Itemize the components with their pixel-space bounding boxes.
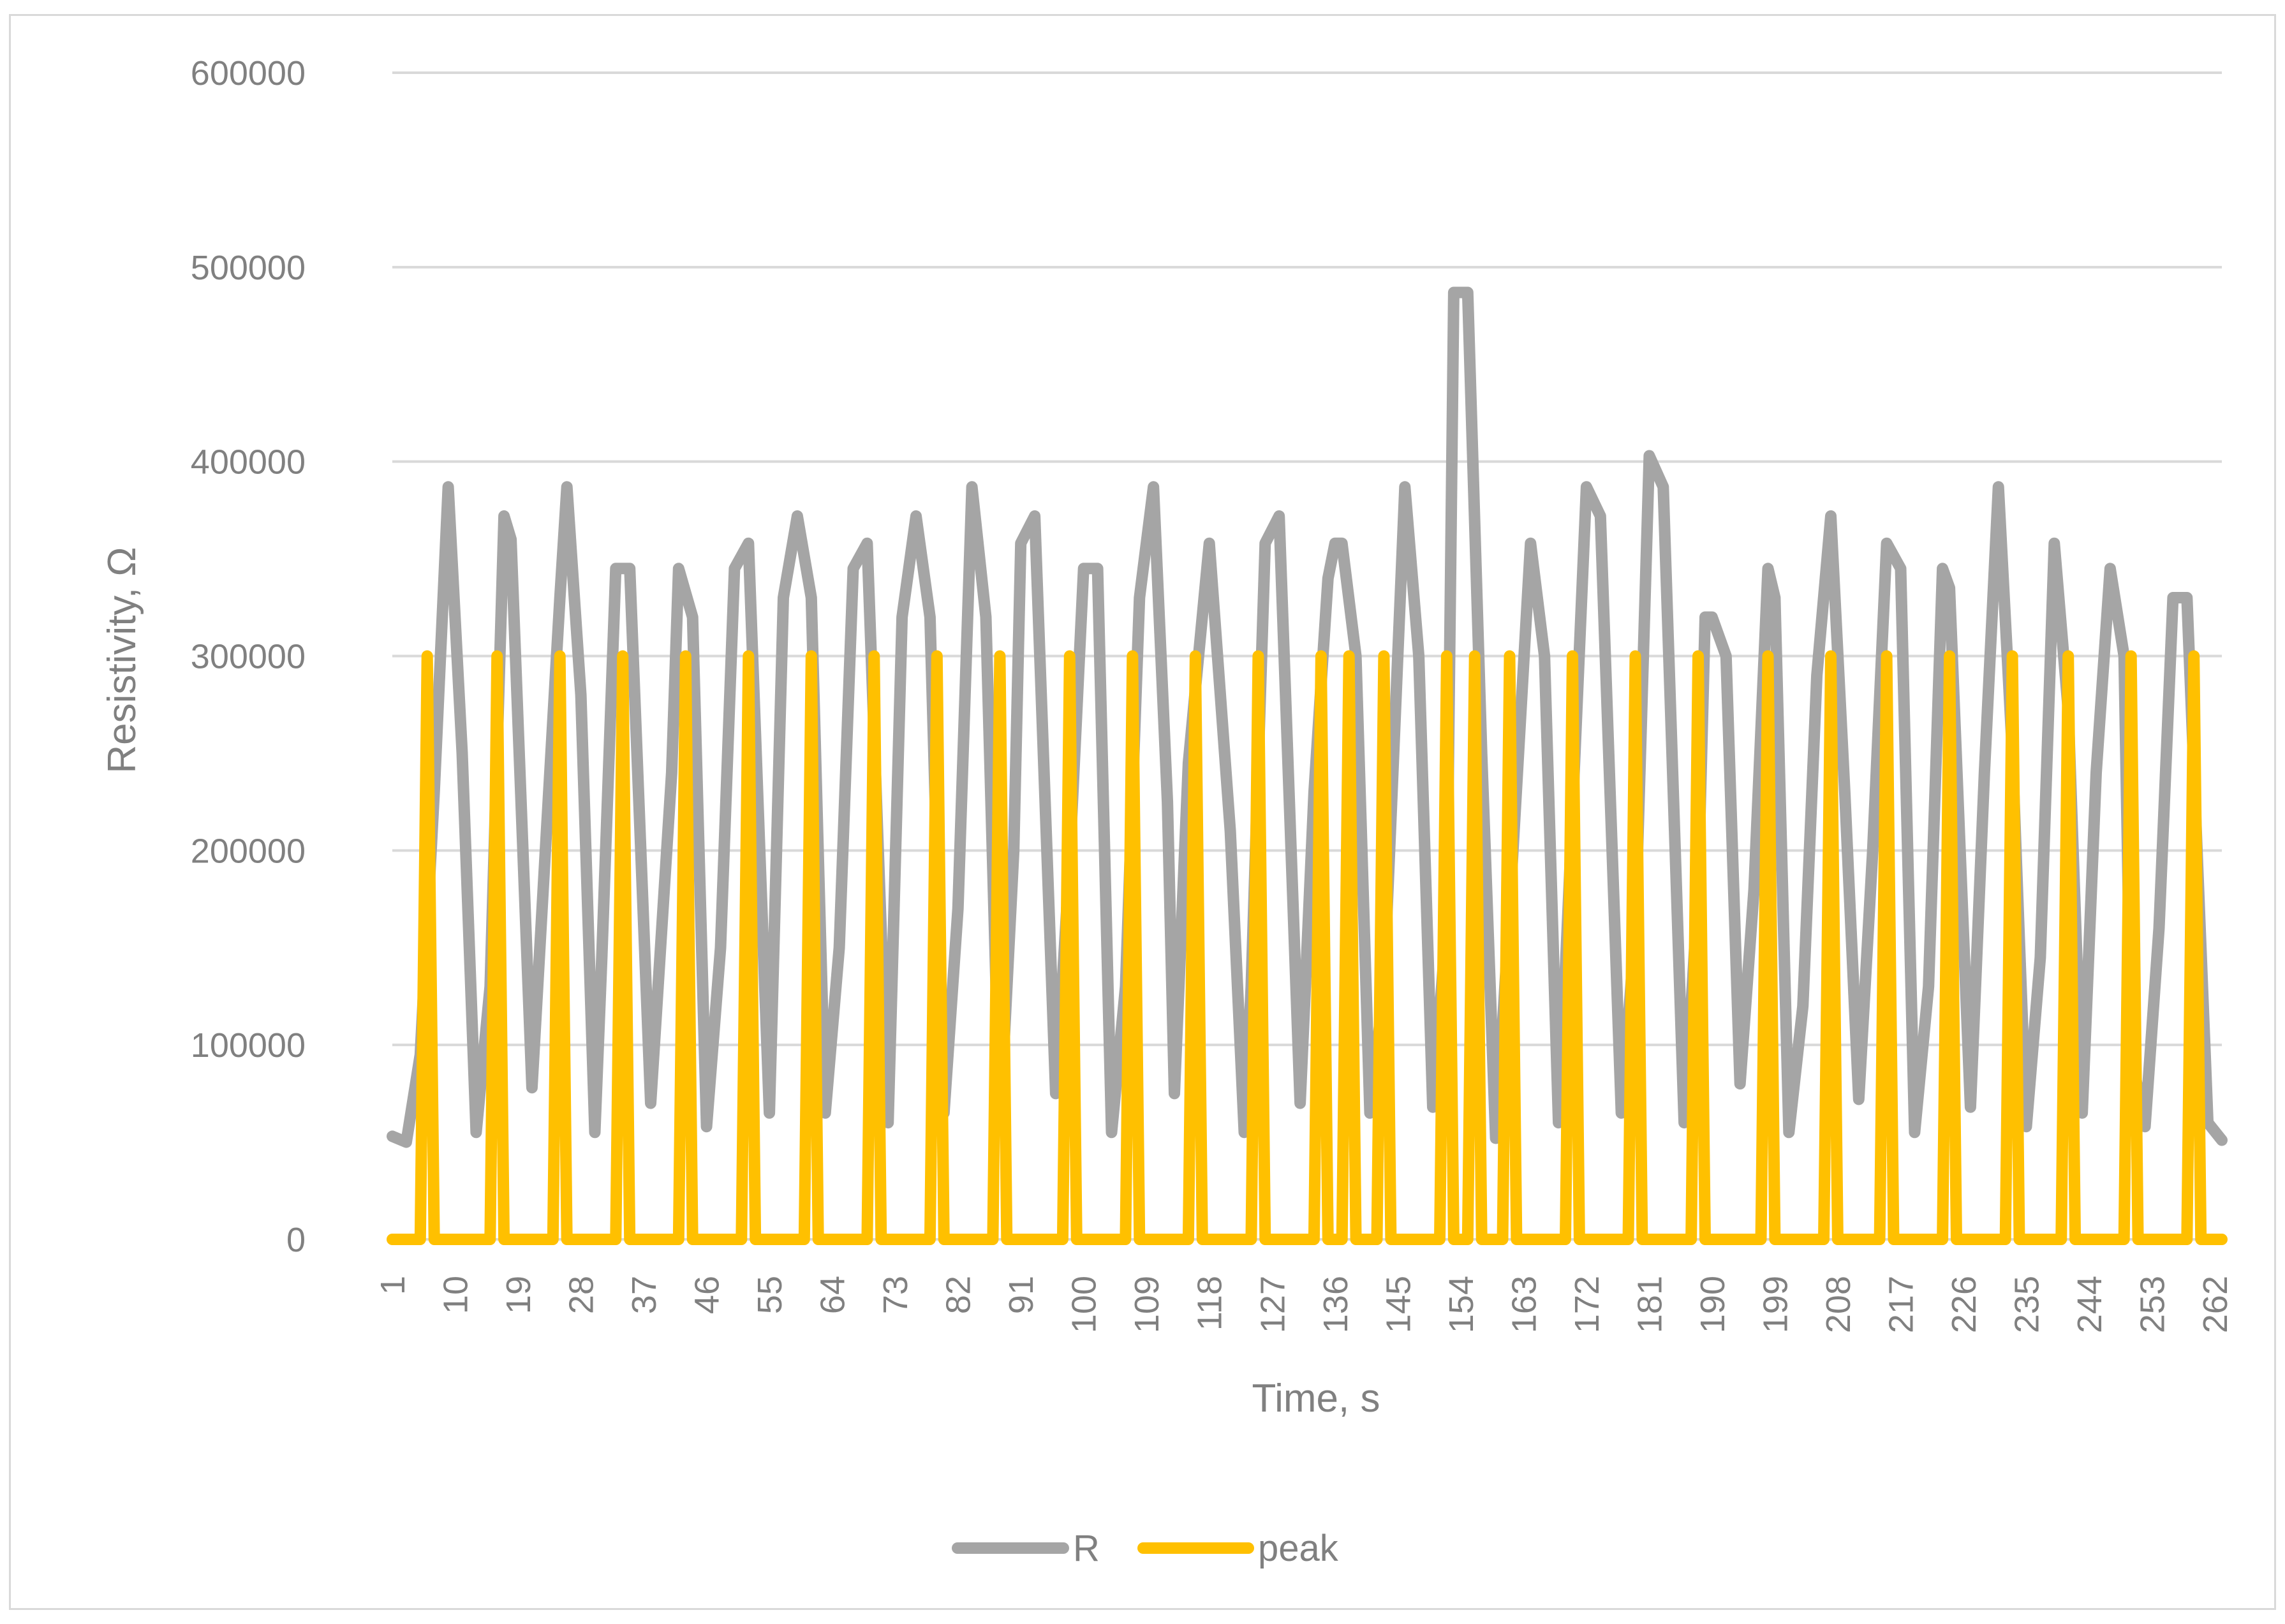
x-tick-label: 1: [374, 1276, 412, 1295]
y-tick-label: 300000: [191, 638, 306, 676]
x-tick-label: 145: [1379, 1276, 1417, 1333]
x-tick-label: 127: [1253, 1276, 1292, 1333]
x-tick-label: 28: [563, 1276, 601, 1314]
x-tick-label: 244: [2071, 1276, 2109, 1333]
y-tick-label: 600000: [191, 54, 306, 92]
x-tick-label: 217: [1882, 1276, 1920, 1333]
x-tick-label: 226: [1945, 1276, 1983, 1333]
x-tick-label: 136: [1317, 1276, 1355, 1333]
x-tick-label: 208: [1819, 1276, 1858, 1333]
x-tick-label: 37: [625, 1276, 663, 1314]
x-tick-label: 262: [2196, 1276, 2235, 1333]
x-tick-label: 190: [1694, 1276, 1732, 1333]
x-tick-label: 73: [876, 1276, 915, 1314]
x-tick-label: 10: [437, 1276, 475, 1314]
x-tick-label: 91: [1002, 1276, 1040, 1314]
y-tick-label: 400000: [191, 443, 306, 482]
x-tick-label: 235: [2008, 1276, 2046, 1333]
x-tick-label: 154: [1442, 1276, 1481, 1333]
y-axis-title: Resistivity, Ω: [100, 547, 144, 773]
y-tick-label: 100000: [191, 1026, 306, 1065]
x-tick-label: 64: [814, 1276, 852, 1314]
x-tick-label: 82: [940, 1276, 978, 1314]
x-tick-label: 199: [1756, 1276, 1794, 1333]
x-tick-label: 55: [751, 1276, 789, 1314]
x-tick-label: 181: [1631, 1276, 1669, 1333]
x-tick-label: 163: [1505, 1276, 1543, 1333]
x-tick-label: 100: [1065, 1276, 1104, 1333]
x-tick-label: 172: [1568, 1276, 1606, 1333]
y-tick-label: 200000: [191, 832, 306, 870]
x-tick-label: 253: [2134, 1276, 2172, 1333]
y-tick-label: 500000: [191, 249, 306, 287]
legend-label-r: R: [1073, 1528, 1100, 1569]
x-tick-label: 19: [499, 1276, 538, 1314]
x-axis-title: Time, s: [1252, 1377, 1380, 1421]
series-line-peak: [387, 650, 2228, 1245]
x-tick-label: 109: [1128, 1276, 1166, 1333]
x-axis-ticks: 1 10 19 28 37 46 55 64 73 82 91 100 109 118 127 136 145 1…: [374, 1276, 2235, 1333]
series-lines: [387, 286, 2228, 1245]
y-axis-ticks: 0 100000 200000 300000 400000 500000 600000: [191, 54, 306, 1259]
legend: R peak: [952, 1528, 1339, 1569]
x-tick-label: 46: [688, 1276, 727, 1314]
y-tick-label: 0: [286, 1221, 306, 1259]
legend-label-peak: peak: [1258, 1528, 1339, 1569]
x-tick-label: 118: [1191, 1276, 1229, 1331]
